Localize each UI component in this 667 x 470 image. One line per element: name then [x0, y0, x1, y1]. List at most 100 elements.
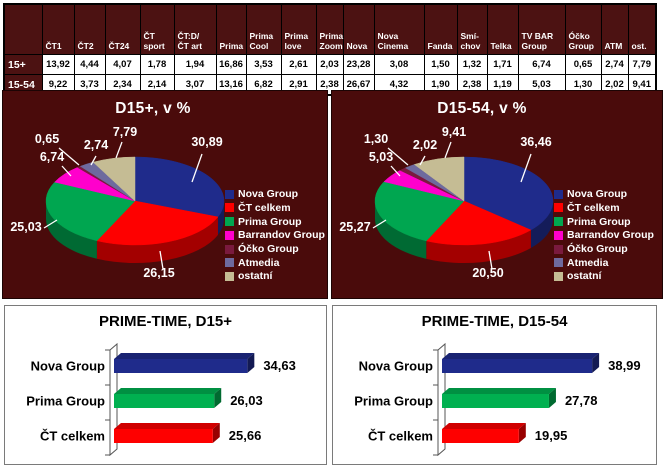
pie-leader-line [90, 155, 97, 166]
table-cell: 1,50 [423, 54, 458, 75]
legend-swatch-icon [225, 217, 234, 227]
bar-2 [114, 429, 213, 443]
legend-label: Barrandov Group [567, 229, 654, 242]
legend-swatch-icon [225, 230, 234, 240]
column-header: Prima love [280, 3, 317, 55]
legend-item: Nova Group [225, 188, 325, 201]
legend-label: ČT celkem [238, 201, 291, 214]
bar-category-label: Prima Group [26, 394, 105, 409]
pie-slice-2 [45, 181, 136, 242]
legend-swatch-icon [225, 258, 234, 268]
bar-panel-primetime-d15plus: PRIME-TIME, D15+ Nova Group 34,63 Prima Gr… [4, 305, 327, 465]
column-header: Nova Cinema [373, 3, 425, 55]
legend-swatch-icon [554, 271, 563, 281]
legend-swatch-icon [554, 189, 563, 199]
pie-slice-side [375, 201, 427, 259]
bar-0 [114, 359, 248, 373]
column-header: Telka [486, 3, 519, 55]
bar-top-face [114, 423, 220, 429]
table-cell: 16,86 [215, 54, 247, 75]
legend-item: ČT celkem [554, 202, 654, 215]
column-header: Fanda [423, 3, 458, 55]
bar-category-label: Nova Group [359, 359, 433, 374]
bar-top-face [442, 388, 556, 394]
column-header: ATM [600, 3, 629, 55]
legend-swatch-icon [225, 203, 234, 213]
bar-end-face [518, 423, 526, 443]
pie-leader-line [419, 155, 426, 166]
column-header: ČT:D/ ČT art [173, 3, 217, 55]
legend-item: Barrandov Group [225, 229, 325, 242]
column-header: ČT1 [41, 3, 75, 55]
pie-panel-d15-54: D15-54, v % 36,46 20,50 25,27 5,03 1,30 2,02 9… [331, 90, 663, 299]
legend-swatch-icon [554, 217, 563, 227]
legend-swatch-icon [225, 189, 234, 199]
column-header: ČT sport [139, 3, 175, 55]
legend-swatch-icon [554, 230, 563, 240]
bar-1 [114, 394, 215, 408]
table-cell: 1,19 [486, 74, 519, 96]
legend-label: Nova Group [238, 188, 299, 201]
bar-category-label: ČT celkem [40, 429, 105, 444]
legend-label: Prima Group [567, 215, 631, 228]
column-header: ČT2 [73, 3, 106, 55]
table-cell: 3,53 [245, 54, 282, 75]
legend-swatch-icon [554, 203, 563, 213]
legend-item: ČT celkem [225, 202, 325, 215]
column-header: Prima Cool [245, 3, 282, 55]
table-corner-cell [3, 3, 43, 55]
bar-top-face [442, 353, 600, 359]
table-cell: 0,65 [564, 54, 602, 75]
bar-chart-primetime-d15plus: Nova Group 34,63 Prima Group 26,03 ČT celkem… [26, 342, 296, 457]
table-cell: 1,78 [139, 54, 175, 75]
pie-leader-line [387, 147, 409, 166]
table-cell: 2,61 [280, 54, 317, 75]
pie-leader-line [115, 141, 123, 159]
pie-leader-line [520, 153, 532, 183]
legend-item: Óčko Group [554, 243, 654, 256]
pie-value-label: 25,03 [10, 220, 41, 234]
table-cell: 2,74 [600, 54, 629, 75]
pie-leader-line [444, 141, 452, 159]
pie-leader-line [390, 165, 401, 177]
table-cell: 4,07 [104, 54, 141, 75]
bar-value-label: 34,63 [263, 358, 296, 373]
pie-value-label: 2,74 [84, 138, 108, 152]
legend-item: Óčko Group [225, 243, 325, 256]
bar-end-face [214, 388, 222, 408]
pie-value-label: 0,65 [35, 132, 59, 146]
pie-value-label: 36,46 [520, 135, 551, 149]
table-cell: 4,44 [73, 54, 106, 75]
pie-slice-6 [413, 156, 465, 202]
legend-item: ostatní [554, 270, 654, 283]
bar-end-face [247, 353, 255, 373]
pie-leader-line [43, 219, 58, 229]
pie-leader-line [61, 165, 72, 177]
pie-slice-1 [425, 200, 532, 246]
table-cell: 6,74 [517, 54, 566, 75]
bar-top-face [442, 423, 526, 429]
pie-leader-line [159, 250, 164, 270]
bar-category-label: ČT celkem [368, 429, 433, 444]
pie-value-label: 2,02 [413, 138, 437, 152]
pie-leader-line [372, 219, 387, 229]
legend-label: Óčko Group [238, 243, 299, 255]
legend-item: Atmedia [225, 256, 325, 269]
table-cell: 23,28 [342, 54, 375, 75]
pie-value-label: 6,74 [40, 150, 64, 164]
bar-end-face [212, 423, 220, 443]
pie-value-label: 5,03 [369, 150, 393, 164]
row-label: 15+ [3, 54, 43, 75]
pie-slice-0 [463, 156, 554, 231]
bar-value-label: 27,78 [565, 393, 598, 408]
bar-top-face [114, 388, 222, 394]
legend-label: Barrandov Group [238, 229, 325, 242]
pie-legend-d15-54: Nova Group ČT celkem Prima Group Barrandov … [554, 188, 654, 284]
pie-leader-line [191, 153, 203, 183]
legend-label: ČT celkem [567, 201, 620, 214]
column-header: Nova [342, 3, 375, 55]
legend-swatch-icon [554, 244, 563, 254]
bar-category-label: Prima Group [354, 394, 433, 409]
column-header: ČT24 [104, 3, 141, 55]
legend-item: Prima Group [554, 215, 654, 228]
